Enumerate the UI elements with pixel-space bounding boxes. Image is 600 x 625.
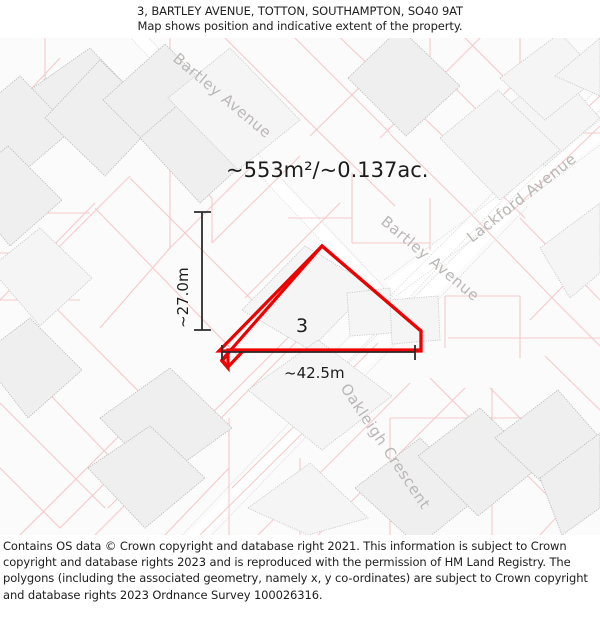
copyright-notice: Contains OS data © Crown copyright and d… xyxy=(3,539,588,602)
plot-number-label: 3 xyxy=(296,315,308,337)
page-subtitle: Map shows position and indicative extent… xyxy=(137,19,463,33)
dimension-vertical: ~27.0m xyxy=(174,211,211,331)
dimension-horizontal: ~42.5m xyxy=(221,345,416,382)
building-footprints xyxy=(0,38,600,535)
dimension-horizontal-label: ~42.5m xyxy=(284,364,345,382)
map-header: 3, BARTLEY AVENUE, TOTTON, SOUTHAMPTON, … xyxy=(0,0,600,38)
page-title: 3, BARTLEY AVENUE, TOTTON, SOUTHAMPTON, … xyxy=(137,4,463,18)
dimension-vertical-label: ~27.0m xyxy=(174,267,192,328)
map-canvas[interactable]: 3 ~553m²/~0.137ac. Bartley Avenue Bartle… xyxy=(0,38,600,535)
map-footer: Contains OS data © Crown copyright and d… xyxy=(0,538,600,625)
area-label: ~553m²/~0.137ac. xyxy=(226,158,428,182)
